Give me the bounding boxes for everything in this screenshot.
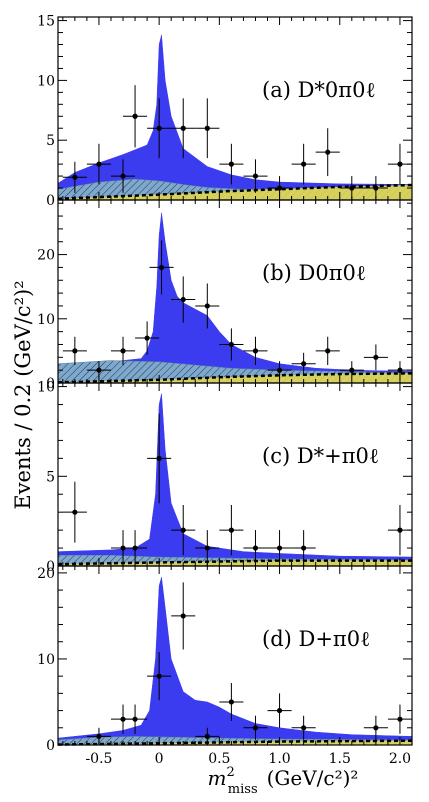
data-point — [276, 545, 283, 551]
y-axis-label: Events / 0.2 (GeV/c²)² — [11, 280, 35, 509]
data-point — [180, 125, 186, 131]
data-point — [276, 185, 283, 191]
data-point — [276, 707, 283, 714]
data-point — [204, 545, 210, 551]
x-tick-label: 1.5 — [329, 751, 351, 767]
data-point — [252, 348, 259, 354]
data-point — [301, 161, 307, 167]
data-point — [252, 545, 259, 551]
data-point — [132, 113, 138, 119]
x-tick-label: 0 — [155, 751, 164, 767]
y-tick-label: 0 — [46, 559, 55, 575]
panel-3: 0 5 10 (c) D*+π0ℓ — [37, 380, 413, 575]
y-tick-label: 0 — [46, 193, 55, 209]
data-point — [373, 354, 379, 360]
data-point — [72, 174, 78, 180]
y-tick-label: 5 — [46, 133, 55, 149]
x-axis-label-sup: 2 — [227, 765, 235, 780]
data-point — [96, 367, 102, 373]
data-point — [397, 527, 403, 533]
x-tick-label: 1.0 — [268, 751, 290, 767]
panel-1: 0 5 10 15 (a) D*0π0ℓ — [37, 14, 413, 209]
data-point — [156, 673, 162, 679]
x-tick-label: 0.5 — [208, 751, 230, 767]
data-point — [349, 185, 355, 191]
y-tick-label: 10 — [37, 312, 55, 328]
panel-label: (b) D0π0ℓ — [262, 261, 366, 285]
data-point — [132, 545, 138, 551]
y-tick-label: 15 — [37, 14, 55, 30]
data-point — [132, 716, 138, 722]
data-point — [158, 264, 165, 271]
data-point — [144, 335, 150, 341]
signal-area — [57, 393, 413, 567]
x-axis-label-sub: miss — [228, 782, 258, 797]
data-point — [228, 699, 234, 705]
data-point — [180, 527, 186, 533]
x-axis-label-units: (GeV/c²)² — [267, 766, 359, 790]
data-point — [180, 613, 186, 619]
yellow-band-area — [58, 373, 412, 383]
y-tick-label: 0 — [46, 376, 55, 392]
data-point — [120, 348, 126, 354]
panel-label: (c) D*+π0ℓ — [262, 444, 379, 468]
data-point — [397, 367, 403, 373]
yellow-band-area — [58, 560, 412, 566]
panel-label: (d) D+π0ℓ — [262, 627, 370, 651]
data-point — [325, 149, 331, 155]
y-tick-label: 20 — [37, 248, 55, 264]
data-point — [180, 296, 186, 303]
data-point — [349, 367, 355, 373]
data-point — [120, 173, 126, 179]
x-tick-label: -0.5 — [85, 751, 112, 767]
panel-2: 0 10 20 (b) D0π0ℓ — [37, 199, 413, 392]
y-tick-label: 0 — [46, 738, 55, 754]
data-point — [228, 527, 234, 533]
y-tick-label: 10 — [37, 380, 55, 396]
data-point — [72, 509, 78, 515]
panel-4: -0.5 0 0.5 1.0 1.5 2.0 0 10 20 (d) D+π0ℓ — [37, 565, 413, 767]
data-point — [397, 716, 403, 722]
data-point — [96, 161, 102, 167]
y-tick-label: 20 — [37, 566, 55, 582]
data-point — [373, 725, 379, 731]
data-point — [373, 185, 379, 191]
yellow-band-area — [58, 185, 412, 200]
data-point — [301, 545, 307, 551]
data-point — [228, 161, 234, 167]
data-point — [204, 733, 210, 739]
y-tick-label: 10 — [37, 652, 55, 668]
data-point — [252, 173, 259, 179]
plot-frame — [57, 382, 413, 567]
x-axis-label-main: m — [208, 766, 227, 790]
signal-area — [57, 577, 413, 746]
data-point — [204, 125, 210, 131]
data-point — [72, 348, 78, 354]
data-point — [228, 341, 234, 348]
y-tick-label: 5 — [46, 469, 55, 485]
y-tick-label: 10 — [37, 73, 55, 89]
data-point — [156, 455, 162, 461]
signal-area — [57, 34, 413, 201]
signal-area — [57, 212, 413, 384]
data-point — [276, 367, 283, 373]
panel-label: (a) D*0π0ℓ — [262, 78, 376, 102]
data-point — [204, 303, 210, 309]
data-point — [325, 348, 331, 354]
data-point — [397, 161, 403, 167]
plot-frame — [57, 565, 413, 746]
dashed-curve — [57, 372, 413, 384]
x-tick-label: 2.0 — [389, 751, 411, 767]
x-axis-label: m2 miss (GeV/c²)² — [208, 765, 359, 797]
data-point — [156, 125, 162, 131]
data-point — [301, 361, 307, 367]
data-point — [96, 733, 102, 739]
data-point — [252, 725, 259, 731]
data-point — [301, 725, 307, 731]
